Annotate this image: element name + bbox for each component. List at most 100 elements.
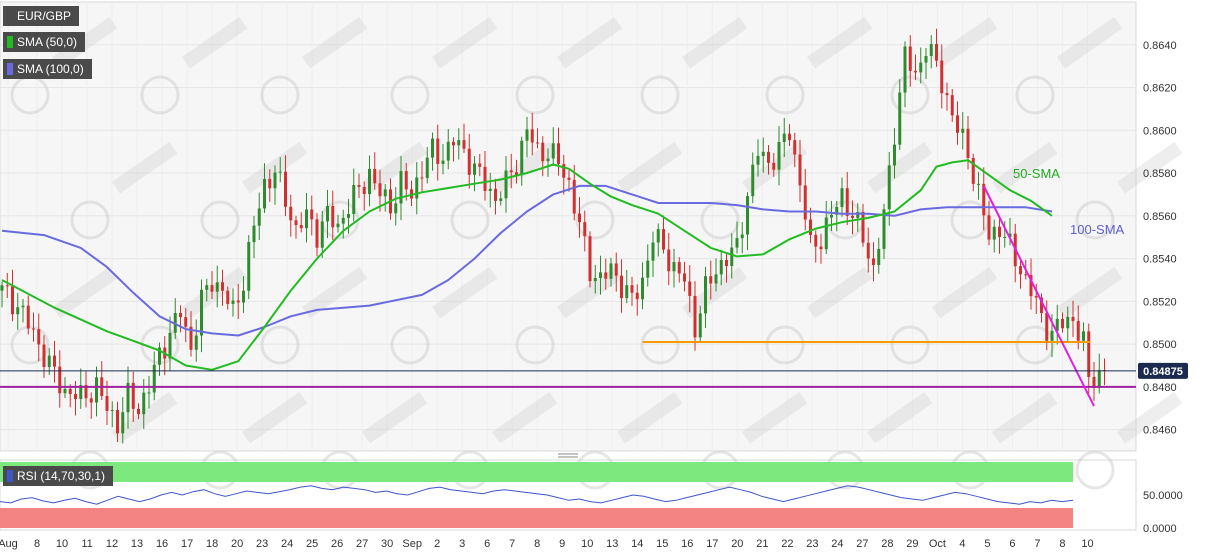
watermark-mark [1015,325,1055,365]
watermark-mark [515,325,555,365]
candle-down [284,171,287,207]
x-tick-label: 10 [1081,538,1093,550]
x-tick-label: 10 [56,538,68,550]
candle-up [347,214,350,218]
watermark-text [807,16,873,69]
candle-up [719,260,723,275]
candle-down [137,408,140,415]
watermark-mark [890,325,930,365]
candle-down [1087,331,1091,377]
candle-down [940,60,944,94]
watermark-mark [1075,450,1115,490]
legend-symbol: EUR/GBP [3,6,80,26]
candle-up [142,392,146,415]
candle-down [236,300,240,303]
candle-down [683,273,686,282]
candle-up [777,142,781,170]
candle-up [431,138,434,158]
candle-down [588,236,592,282]
candle-up [1097,370,1101,388]
annotation-50-sma: 50-SMA [1013,166,1060,181]
watermark-text [432,266,498,319]
x-tick-label: 30 [381,538,393,550]
candle-down [688,281,692,296]
candle-down [851,215,854,218]
annotation-100-sma: 100-SMA [1070,222,1125,237]
candle-up [551,143,555,159]
rsi-swatch [7,470,13,482]
candle-up [1003,236,1007,238]
candle-down [662,229,665,250]
candle-down [494,188,497,201]
candle-up [336,223,340,228]
candle-up [751,164,755,197]
candle-down [935,44,938,61]
candle-up [247,242,251,291]
candle-up [919,62,923,73]
candle-up [656,229,660,243]
candle-down [1071,316,1075,321]
candle-up [200,289,203,336]
candle-up [121,412,125,434]
x-tick-label: 20 [731,538,743,550]
watermark-text [112,391,178,444]
candle-down [268,178,272,189]
candle-up [746,196,749,235]
watermark-mark [260,325,300,365]
candle-down [515,172,518,176]
candle-down [420,177,424,179]
watermark-text [492,391,558,444]
candle-down [294,220,298,226]
watermark-mark [390,75,430,115]
candle-up [599,272,602,278]
candle-down [362,186,366,195]
sma50-line [1,159,1053,371]
candle-down [541,142,545,162]
price-tag-value: 0.84875 [1143,366,1183,378]
candle-down [866,242,870,259]
sma50-swatch [7,36,13,48]
candle-down [1024,274,1028,276]
candles [0,28,1106,444]
y-tick-label: 0.8540 [1143,254,1177,266]
watermark-text [557,16,623,69]
candle-down [1045,313,1049,341]
candle-down [604,272,608,279]
x-tick-label: 5 [984,538,990,550]
watermark-text [931,266,998,319]
candle-down [509,170,513,173]
y-tick-label: 0.8500 [1143,339,1177,351]
candle-up [215,282,219,292]
candle-down [767,151,770,163]
candle-down [709,276,713,284]
candle-up [95,377,98,403]
candle-down [58,366,62,394]
candle-up [441,160,445,164]
candle-up [231,300,235,304]
pane-divider-handle[interactable] [558,453,578,458]
watermark-text [302,16,368,69]
sma100-swatch [7,63,13,75]
candle-up [252,225,256,243]
x-tick-label: 16 [681,538,693,550]
x-tick-label: Aug [0,538,18,550]
x-tick-label: 24 [831,538,843,550]
candle-up [992,226,996,240]
watermark-mark [450,200,490,240]
candle-down [436,138,440,164]
x-tick-label: 11 [81,538,92,550]
x-tick-label: 17 [706,538,718,550]
candle-down [998,226,1001,238]
legend-sma50: SMA (50,0) [3,32,86,52]
candle-down [84,385,88,399]
x-tick-label: 24 [281,538,293,550]
candle-up [1055,318,1059,331]
legend-rsi: RSI (14,70,30,1) [3,466,114,486]
x-tick-label: 6 [1009,538,1015,550]
candle-up [840,188,844,207]
grid [0,2,1136,451]
candle-down [221,282,224,291]
candle-down [53,355,56,367]
candle-down [914,70,917,73]
